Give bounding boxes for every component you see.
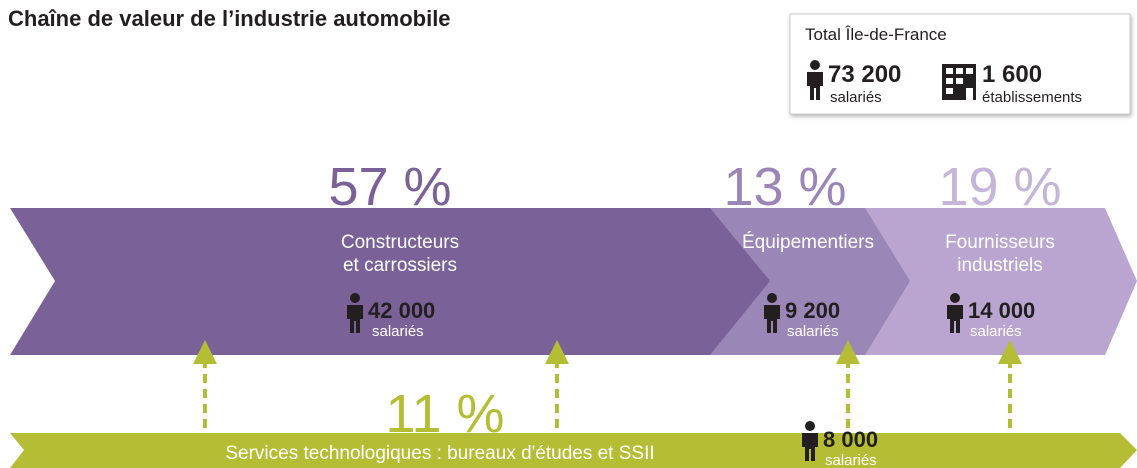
segment-name: Équipementiers bbox=[742, 232, 874, 253]
segment-employees: 42 000 bbox=[368, 298, 435, 323]
services-share: 11 % bbox=[385, 384, 504, 444]
segment-name: et carrossiers bbox=[343, 255, 457, 276]
total-box: Total Île-de-France 73 200 salariés 1 60… bbox=[789, 13, 1131, 115]
segment-employees: 14 000 bbox=[968, 298, 1035, 323]
services-unit: salariés bbox=[825, 452, 877, 468]
building-icon bbox=[942, 64, 976, 100]
total-employees-unit: salariés bbox=[830, 89, 882, 106]
segment-band bbox=[10, 208, 770, 355]
segment-band bbox=[710, 208, 910, 355]
total-establishments: 1 600 bbox=[982, 61, 1042, 88]
segment-share: 19 % bbox=[938, 157, 1061, 217]
segment-unit: salariés bbox=[970, 323, 1022, 340]
services-employees: 8 000 bbox=[823, 427, 878, 452]
segment-name: industriels bbox=[957, 255, 1043, 276]
services-band bbox=[10, 433, 1137, 468]
services-name: Services technologiques : bureaux d'étud… bbox=[225, 443, 654, 464]
segment-employees: 9 200 bbox=[785, 298, 840, 323]
total-label: Total Île-de-France bbox=[805, 25, 947, 44]
total-employees: 73 200 bbox=[828, 61, 901, 88]
total-establishments-unit: établissements bbox=[982, 89, 1082, 106]
segment-share: 57 % bbox=[328, 157, 451, 217]
segment-unit: salariés bbox=[372, 323, 424, 340]
segment-share: 13 % bbox=[723, 157, 846, 217]
segment-name: Fournisseurs bbox=[945, 232, 1055, 253]
segment-name: Constructeurs bbox=[341, 232, 459, 253]
title: Chaîne de valeur de l’industrie automobi… bbox=[8, 6, 451, 31]
segment-band bbox=[865, 208, 1137, 355]
segment-unit: salariés bbox=[787, 323, 839, 340]
